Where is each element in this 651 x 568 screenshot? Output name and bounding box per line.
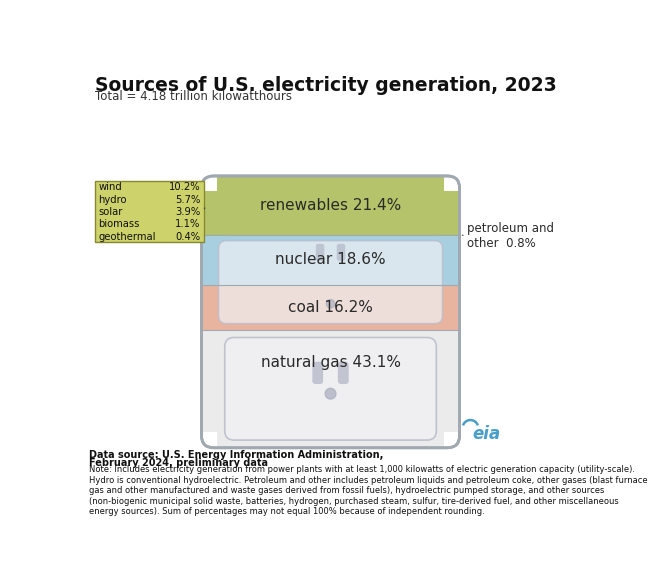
- Bar: [202, 286, 460, 330]
- Text: biomass: biomass: [98, 219, 140, 229]
- Bar: [202, 176, 217, 191]
- Text: solar: solar: [98, 207, 123, 217]
- FancyBboxPatch shape: [225, 337, 436, 440]
- Text: nuclear 18.6%: nuclear 18.6%: [275, 253, 386, 268]
- Text: hydro: hydro: [98, 195, 127, 204]
- Text: geothermal: geothermal: [98, 232, 156, 241]
- Bar: [202, 330, 460, 448]
- Text: 0.4%: 0.4%: [176, 232, 201, 241]
- Text: renewables 21.4%: renewables 21.4%: [260, 198, 401, 213]
- Bar: [202, 432, 217, 448]
- Bar: [202, 176, 460, 235]
- Bar: [202, 235, 460, 286]
- Text: eia: eia: [473, 425, 501, 443]
- Text: wind: wind: [98, 182, 122, 193]
- Circle shape: [325, 389, 336, 399]
- FancyBboxPatch shape: [219, 241, 443, 324]
- FancyBboxPatch shape: [202, 176, 460, 448]
- Bar: [444, 432, 460, 448]
- FancyBboxPatch shape: [316, 244, 324, 261]
- Text: Sources of U.S. electricity generation, 2023: Sources of U.S. electricity generation, …: [95, 76, 557, 95]
- Text: 5.7%: 5.7%: [175, 195, 201, 204]
- FancyBboxPatch shape: [95, 181, 204, 242]
- Circle shape: [326, 299, 335, 308]
- Text: Data source: U.S. Energy Information Administration,: Data source: U.S. Energy Information Adm…: [89, 450, 387, 460]
- FancyBboxPatch shape: [312, 362, 323, 384]
- FancyBboxPatch shape: [338, 362, 349, 384]
- Text: petroleum and
other  0.8%: petroleum and other 0.8%: [467, 222, 554, 250]
- Text: Total = 4.18 trillion kilowatthours: Total = 4.18 trillion kilowatthours: [95, 90, 292, 103]
- Text: natural gas 43.1%: natural gas 43.1%: [260, 356, 400, 370]
- Text: 1.1%: 1.1%: [175, 219, 201, 229]
- Text: February 2024, preliminary data: February 2024, preliminary data: [89, 458, 268, 468]
- Text: Note: Includes electricity generation from power plants with at least 1,000 kilo: Note: Includes electricity generation fr…: [89, 466, 648, 516]
- Text: coal 16.2%: coal 16.2%: [288, 300, 373, 315]
- Text: 3.9%: 3.9%: [176, 207, 201, 217]
- FancyBboxPatch shape: [337, 244, 345, 261]
- Bar: [444, 176, 460, 191]
- Text: 10.2%: 10.2%: [169, 182, 201, 193]
